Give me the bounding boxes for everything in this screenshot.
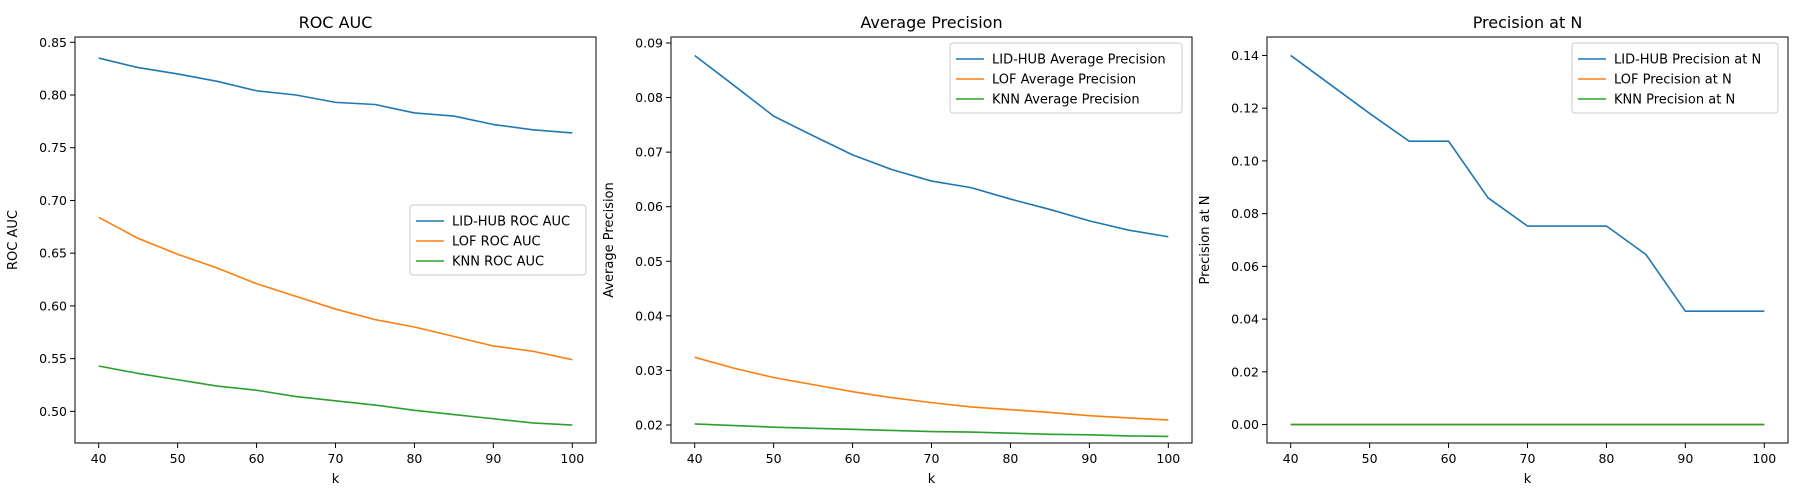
y-tick-label: 0.04: [635, 308, 663, 323]
y-axis-label: ROC AUC: [6, 210, 21, 270]
x-tick-label: 100: [1156, 451, 1180, 466]
x-tick-label: 50: [766, 451, 782, 466]
legend-entry: LID-HUB Average Precision: [992, 53, 1166, 68]
x-tick-label: 80: [1598, 451, 1614, 466]
x-tick-label: 90: [1081, 451, 1097, 466]
y-tick-label: 0.85: [39, 35, 67, 50]
y-axis-label: Average Precision: [602, 182, 617, 298]
x-axis-label: k: [928, 472, 936, 487]
chart-panel-2: Average Precision k Average Precision 40 50 6…: [602, 13, 1193, 487]
x-tick-label: 80: [1002, 451, 1018, 466]
y-tick-label: 0.08: [635, 90, 663, 105]
x-tick-label: 60: [249, 451, 265, 466]
x-tick-label: 90: [1677, 451, 1693, 466]
y-axis-label: Precision at N: [1198, 195, 1213, 284]
y-tick-label: 0.70: [39, 193, 67, 208]
x-tick-label: 100: [1752, 451, 1776, 466]
y-tick-label: 0.05: [635, 254, 663, 269]
y-tick-label: 0.00: [1231, 417, 1259, 432]
chart-panel-3: Precision at N k Precision at N 40 50 60 70 80 9…: [1198, 13, 1789, 487]
legend: LID-HUB Average Precision LOF Average Pre…: [949, 42, 1183, 114]
chart-panel-1: ROC AUC k ROC AUC 40 50 60 70 80 90 100 0.50 0.55 0.…: [6, 13, 597, 487]
series-line-3: [98, 365, 573, 426]
y-tick-label: 0.08: [1231, 206, 1259, 221]
x-tick-label: 80: [406, 451, 422, 466]
y-tick-label: 0.03: [635, 363, 663, 378]
legend-entry: LID-HUB Precision at N: [1614, 53, 1761, 68]
x-tick-label: 40: [687, 451, 703, 466]
x-tick-label: 50: [170, 451, 186, 466]
series-line-3: [694, 423, 1169, 438]
plot-frame: [670, 36, 1193, 444]
y-tick-label: 0.10: [1231, 153, 1259, 168]
x-axis-label: k: [332, 472, 340, 487]
series-line-1: [98, 57, 573, 134]
legend-box: [949, 42, 1183, 114]
legend-box: [1571, 42, 1779, 114]
x-tick-label: 70: [1520, 451, 1536, 466]
y-tick-label: 0.12: [1231, 101, 1259, 116]
y-tick-label: 0.50: [39, 404, 67, 419]
plot-frame: [74, 36, 597, 444]
plot-frame: [1266, 36, 1789, 444]
y-tick-label: 0.04: [1231, 312, 1259, 327]
y-tick-label: 0.07: [635, 145, 663, 160]
x-tick-label: 100: [560, 451, 584, 466]
y-tick-label: 0.55: [39, 351, 67, 366]
x-tick-label: 70: [924, 451, 940, 466]
series-line-2: [694, 356, 1169, 421]
x-tick-label: 60: [845, 451, 861, 466]
y-tick-label: 0.06: [1231, 259, 1259, 274]
x-tick-label: 90: [485, 451, 501, 466]
series-line-1: [694, 54, 1169, 238]
x-tick-label: 40: [1283, 451, 1299, 466]
legend-entry: KNN Precision at N: [1614, 93, 1735, 108]
y-tick-label: 0.09: [635, 36, 663, 51]
y-tick-label: 0.02: [1231, 364, 1259, 379]
y-tick-label: 0.14: [1231, 48, 1259, 63]
legend-entry: LOF Precision at N: [1614, 73, 1732, 88]
chart-title: Precision at N: [1473, 13, 1583, 32]
chart-title: Average Precision: [860, 13, 1002, 32]
legend: LID-HUB ROC AUC LOF ROC AUC KNN ROC AUC: [409, 204, 587, 276]
x-tick-label: 70: [328, 451, 344, 466]
legend-entry: KNN ROC AUC: [452, 255, 544, 270]
x-axis-label: k: [1524, 472, 1532, 487]
legend-box: [409, 204, 587, 276]
y-tick-label: 0.60: [39, 298, 67, 313]
y-tick-label: 0.75: [39, 140, 67, 155]
y-tick-label: 0.06: [635, 199, 663, 214]
legend-entry: LID-HUB ROC AUC: [452, 215, 570, 230]
chart-title: ROC AUC: [299, 13, 373, 32]
y-tick-label: 0.80: [39, 88, 67, 103]
x-tick-label: 60: [1441, 451, 1457, 466]
legend-entry: LOF ROC AUC: [452, 235, 541, 250]
x-tick-label: 50: [1362, 451, 1378, 466]
legend-entry: KNN Average Precision: [992, 93, 1140, 108]
x-tick-label: 40: [91, 451, 107, 466]
legend-entry: LOF Average Precision: [992, 73, 1136, 88]
series-line-1: [1290, 54, 1765, 312]
y-tick-label: 0.02: [635, 417, 663, 432]
y-tick-label: 0.65: [39, 246, 67, 261]
series-line-2: [98, 216, 573, 361]
legend: LID-HUB Precision at N LOF Precision at N…: [1571, 42, 1779, 114]
